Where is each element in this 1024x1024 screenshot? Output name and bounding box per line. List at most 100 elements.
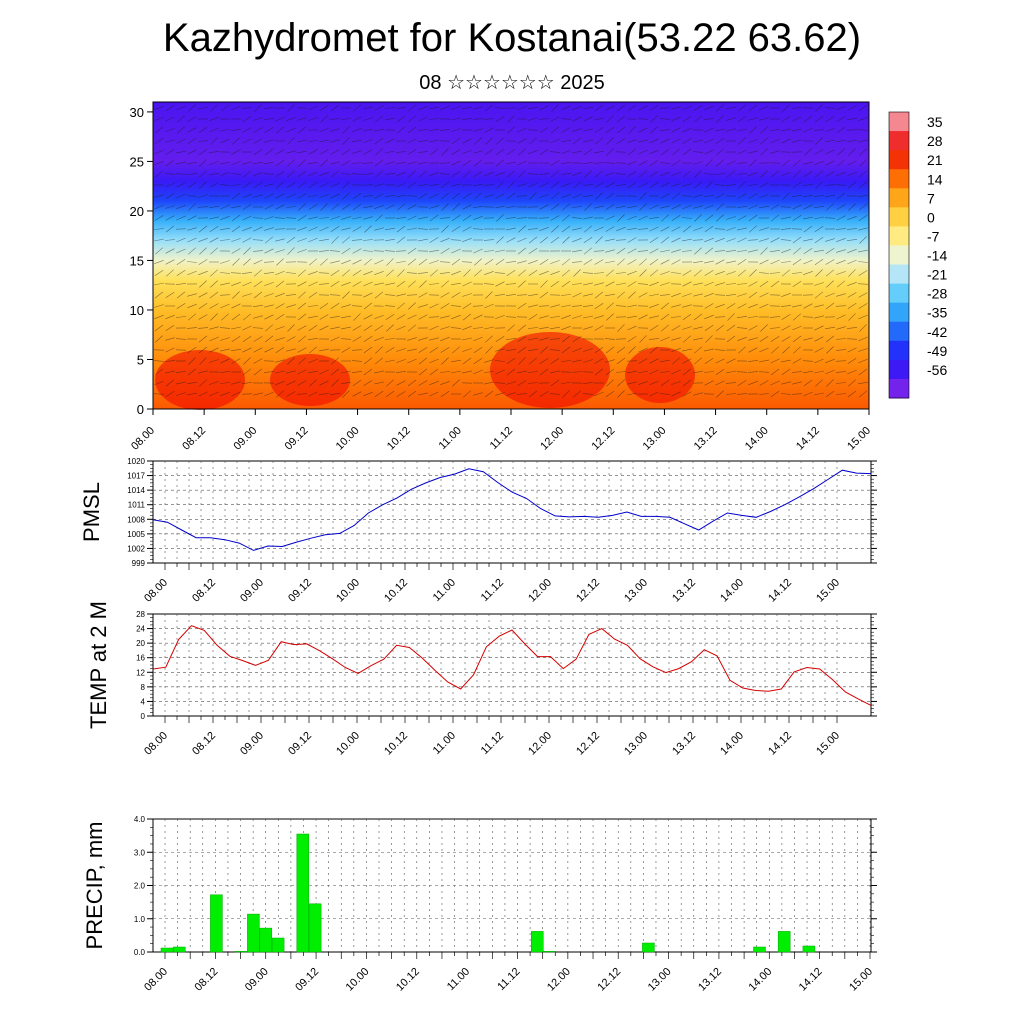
x-tick-label: 14.12 xyxy=(797,966,825,994)
x-tick-label: 10.12 xyxy=(385,425,413,453)
wind-barbs xyxy=(153,104,869,398)
colorbar-label: 21 xyxy=(927,152,943,168)
precip-bar xyxy=(753,946,766,953)
y-tick-label: 12 xyxy=(136,668,145,677)
x-tick-label: 09.12 xyxy=(283,425,311,453)
colorbar-label: -7 xyxy=(927,228,940,244)
y-tick-label: 1017 xyxy=(127,472,145,481)
warm-core xyxy=(625,347,695,403)
x-tick-label: 14.00 xyxy=(718,730,746,758)
x-tick-label: 09.00 xyxy=(238,577,266,605)
y-tick-label: 20 xyxy=(130,204,144,219)
colorbar-segment xyxy=(889,359,909,380)
precip-bar xyxy=(308,903,322,953)
colorbar-label: -28 xyxy=(927,286,947,302)
colorbar-segment xyxy=(889,150,909,170)
x-tick-label: 15.00 xyxy=(847,966,875,994)
x-tick-label: 11.12 xyxy=(479,577,506,604)
y-tick-label: 0 xyxy=(137,402,144,417)
y-tick-label: 24 xyxy=(136,625,145,634)
x-tick-label: 12.12 xyxy=(574,577,602,605)
x-tick-label: 14.00 xyxy=(746,966,774,994)
x-tick-label: 14.00 xyxy=(743,425,771,453)
x-tick-label: 13.12 xyxy=(670,577,698,605)
warm-core xyxy=(155,350,245,410)
x-tick-label: 08.12 xyxy=(193,966,221,994)
precip-bar xyxy=(777,931,791,953)
y-tick-label: 1014 xyxy=(127,486,145,495)
colorbar-segment xyxy=(889,112,909,132)
y-tick-label: 2.0 xyxy=(134,882,146,891)
temp-ylabel: TEMP at 2 M xyxy=(86,601,111,729)
x-tick-label: 15.00 xyxy=(814,577,842,605)
x-tick-label: 13.12 xyxy=(692,425,720,453)
y-tick-label: 10 xyxy=(130,303,144,318)
precip-bar xyxy=(531,931,544,953)
y-tick-label: 28 xyxy=(136,610,145,619)
x-tick-label: 11.12 xyxy=(495,966,522,993)
colorbar-segment xyxy=(889,226,909,246)
x-tick-label: 13.00 xyxy=(641,425,669,453)
x-tick-label: 08.12 xyxy=(180,425,208,453)
x-tick-label: 08.12 xyxy=(190,577,218,605)
y-tick-label: 30 xyxy=(130,105,144,120)
colorbar-label: 28 xyxy=(927,133,943,149)
y-tick-label: 16 xyxy=(136,654,145,663)
temp-frame xyxy=(152,613,872,717)
x-tick-label: 13.12 xyxy=(696,966,724,994)
x-tick-label: 09.00 xyxy=(238,730,266,758)
pmsl-line xyxy=(152,468,872,551)
pmsl-panel: 1020 1017 1014 1011 1008 1005 1002 999 08.00 08.1… xyxy=(79,457,877,605)
temp-panel: 28 24 20 16 12 8 4 0 08.00 08.12 09.00 09.12 10.00 10… xyxy=(86,601,877,758)
colorbar-label: -14 xyxy=(927,248,947,264)
colorbar-label: -42 xyxy=(927,324,947,340)
x-tick-label: 12.00 xyxy=(538,425,566,453)
y-tick-label: 1005 xyxy=(127,530,145,539)
colorbar-segment xyxy=(889,321,909,342)
x-tick-label: 13.12 xyxy=(670,730,698,758)
precip-frame xyxy=(152,818,872,953)
x-tick-label: 08.00 xyxy=(142,730,170,758)
x-tick-label: 14.12 xyxy=(794,425,822,453)
y-tick-label: 4.0 xyxy=(134,815,146,824)
y-tick-label: 0.0 xyxy=(134,948,146,957)
y-tick-label: 1020 xyxy=(127,457,145,466)
x-tick-label: 14.12 xyxy=(766,577,794,605)
precip-bar xyxy=(259,927,273,953)
x-tick-label: 13.00 xyxy=(646,966,674,994)
x-tick-label: 14.12 xyxy=(766,730,794,758)
x-tick-label: 09.00 xyxy=(231,425,259,453)
x-tick-label: 12.00 xyxy=(526,730,554,758)
y-tick-label: 4 xyxy=(141,697,146,706)
warm-cores xyxy=(155,332,695,410)
y-tick-label: 15 xyxy=(130,253,144,268)
y-tick-label: 20 xyxy=(136,639,145,648)
temp-line xyxy=(152,625,872,706)
x-tick-label: 08.00 xyxy=(142,966,170,994)
colorbar-segment xyxy=(889,169,909,189)
x-tick-label: 09.12 xyxy=(286,730,314,758)
precip-bar xyxy=(173,946,186,953)
y-tick-label: 1011 xyxy=(128,501,146,510)
precip-panel: 4.0 3.0 2.0 1.0 0.0 08.00 08.12 09.00 09.12 10.00… xyxy=(82,815,877,994)
precip-bar xyxy=(234,951,248,953)
warm-core xyxy=(490,332,610,408)
colorbar-label: 14 xyxy=(927,171,943,187)
y-tick-label: 999 xyxy=(132,559,146,568)
x-tick-label: 12.00 xyxy=(526,577,554,605)
x-tick-label: 10.12 xyxy=(382,577,410,605)
precip-bar xyxy=(543,951,556,953)
x-tick-label: 12.12 xyxy=(589,425,617,453)
precip-bar xyxy=(247,913,260,953)
precip-bar xyxy=(802,945,816,953)
x-tick-label: 13.00 xyxy=(622,577,650,605)
y-tick-label: 3.0 xyxy=(134,848,146,857)
precip-bar xyxy=(296,833,310,953)
colorbar-label: -49 xyxy=(927,343,947,359)
x-tick-label: 15.00 xyxy=(845,425,873,453)
x-tick-label: 09.00 xyxy=(243,966,271,994)
colorbar-segment xyxy=(889,378,909,399)
chart-subtitle: 08 ☆☆☆☆☆☆ 2025 xyxy=(419,72,605,94)
